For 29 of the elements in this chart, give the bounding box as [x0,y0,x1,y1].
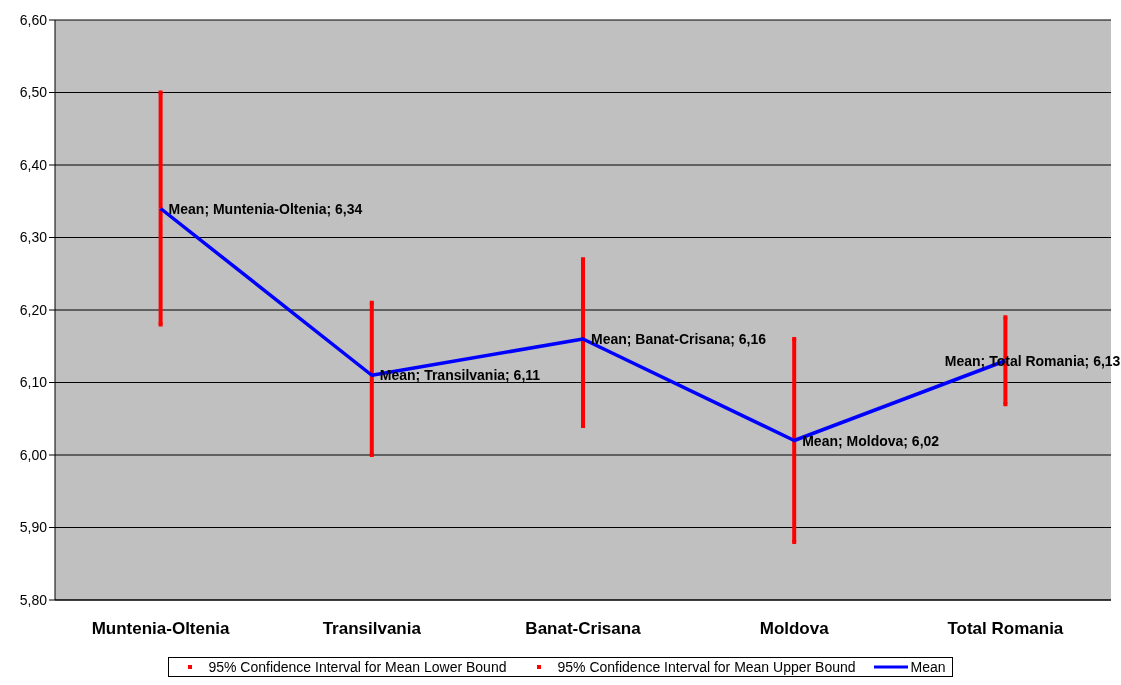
y-tick-label: 6,60 [19,11,48,28]
point [158,90,163,95]
point [369,453,374,457]
y-tick-label: 5,90 [19,519,48,536]
legend-label: Mean [910,659,946,675]
point [792,540,797,544]
point [1003,315,1008,320]
data-label: Mean; Moldova; 6,02 [802,432,940,449]
x-tick-label: Muntenia-Oltenia [91,619,231,639]
data-label: Mean; Transilvania; 6,11 [379,367,541,384]
x-tick-label: Transilvania [322,619,422,639]
legend-label: 95% Confidence Interval for Mean Lower Bound [208,659,507,675]
y-tick-label: 6,20 [19,301,48,318]
legend-label: 95% Confidence Interval for Mean Upper Bound [557,659,856,675]
y-tick-label: 6,50 [19,84,48,101]
point [1003,402,1008,407]
y-tick-label: 6,10 [19,374,48,391]
point [158,322,163,327]
y-tick-label: 6,30 [19,229,48,246]
y-tick-label: 6,00 [19,446,48,463]
y-tick-label: 6,40 [19,156,48,173]
data-label: Mean; Banat-Crisana; 6,16 [591,331,767,347]
x-tick-label: Banat-Crisana [525,619,642,639]
x-tick-label: Moldova [759,619,830,639]
data-label: Mean; Muntenia-Oltenia; 6,34 [168,200,363,217]
y-tick-label: 5,80 [19,591,48,608]
x-tick-label: Total Romania [947,619,1064,639]
point [369,300,374,305]
point [792,337,797,341]
